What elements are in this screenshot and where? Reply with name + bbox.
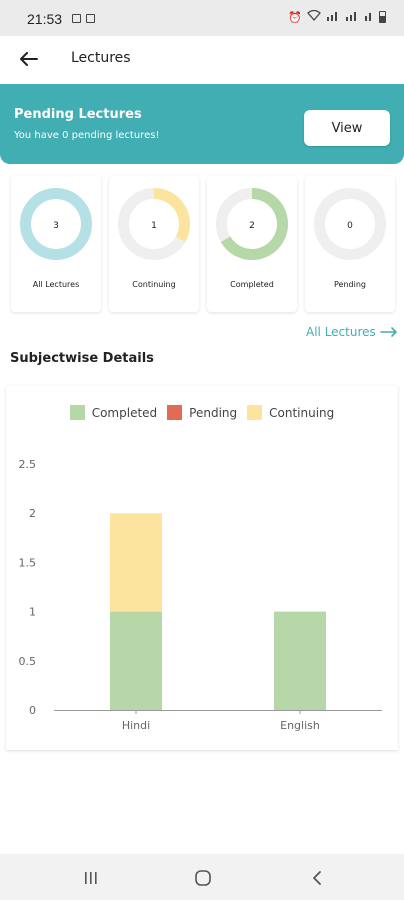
stat-value: 1: [151, 221, 157, 231]
y-tick-label: 0: [29, 704, 36, 717]
stat-card-pending[interactable]: 0 Pending: [305, 176, 395, 312]
section-title: Subjectwise Details: [10, 351, 154, 366]
signal-icon-1: [326, 10, 340, 24]
chart-legend: Completed Pending Continuing: [6, 405, 398, 420]
status-bar: 21:53 ⏰: [0, 0, 404, 36]
alarm-icon: ⏰: [288, 10, 302, 24]
signal-icon-2: [345, 10, 359, 24]
stat-label: Continuing: [132, 280, 176, 289]
arrow-right-icon: [379, 327, 397, 337]
chevron-left-icon: [313, 871, 321, 885]
subjectwise-bar-chart: 0 0.5 1 1.5 2 2.5 Hindi English: [19, 458, 382, 732]
donut-progress: [153, 188, 190, 242]
legend-swatch: [167, 405, 183, 420]
system-icons: ⏰: [288, 9, 386, 24]
bar-segment: [110, 611, 162, 710]
system-navigation-bar: [0, 854, 404, 900]
donut-progress: [220, 188, 288, 260]
recent-apps-button[interactable]: [71, 866, 111, 890]
donut-ring: [20, 188, 92, 260]
legend-item[interactable]: Continuing: [247, 405, 334, 420]
system-back-button[interactable]: [297, 866, 337, 890]
y-tick-label: 0.5: [19, 655, 37, 668]
back-arrow-icon: [20, 52, 38, 66]
x-tick-label: English: [280, 719, 320, 732]
app-bar: Lectures: [0, 36, 404, 82]
legend-label: Continuing: [269, 405, 335, 420]
recent-apps-icon: [85, 872, 97, 884]
stat-label: Completed: [230, 280, 274, 289]
pending-message: You have 0 pending lectures!: [14, 130, 160, 141]
app-notification-icon: [86, 14, 95, 23]
legend-item[interactable]: Pending: [167, 405, 237, 420]
donut-ring: [314, 188, 386, 260]
subjectwise-chart-card: Completed Pending Continuing 0 0.5 1 1.5 2 2.5 H…: [6, 386, 398, 750]
wifi-icon: [307, 9, 321, 24]
back-button[interactable]: [14, 44, 44, 74]
stat-label: All Lectures: [32, 280, 80, 289]
pending-lectures-card: Pending Lectures You have 0 pending lect…: [0, 84, 404, 164]
donut-track: [314, 188, 386, 260]
legend-item[interactable]: Completed: [69, 405, 158, 420]
bar-segment: [274, 611, 326, 710]
legend-label: Pending: [189, 405, 238, 420]
donut-progress: [20, 188, 92, 260]
y-tick-label: 2: [29, 507, 36, 520]
notification-icons: [72, 14, 95, 23]
legend-swatch: [69, 405, 85, 420]
legend-label: Completed: [91, 405, 158, 420]
battery-icon: [379, 11, 386, 23]
status-time: 21:53: [27, 11, 63, 27]
gallery-notification-icon: [72, 14, 81, 23]
y-tick-label: 1: [29, 606, 36, 619]
stat-card-all-lectures[interactable]: 3 All Lectures: [11, 176, 101, 312]
pending-title: Pending Lectures: [14, 107, 142, 122]
stat-card-completed[interactable]: 2 Completed: [207, 176, 297, 312]
legend-swatch: [247, 405, 263, 420]
page-title: Lectures: [71, 50, 131, 66]
stat-value: 3: [53, 221, 59, 231]
donut-ring: [118, 188, 190, 260]
stat-value: 2: [249, 221, 255, 231]
view-button[interactable]: View: [304, 110, 390, 146]
y-tick-label: 1.5: [19, 556, 37, 569]
stat-value: 0: [347, 221, 353, 231]
y-tick-label: 2.5: [19, 458, 37, 471]
all-lectures-link[interactable]: All Lectures: [306, 325, 398, 339]
home-button[interactable]: [183, 866, 223, 890]
x-tick-label: Hindi: [122, 719, 150, 732]
donut-ring: [216, 188, 288, 260]
all-lectures-link-label: All Lectures: [306, 325, 376, 339]
signal-icon-3: [364, 10, 374, 24]
bar-segment: [110, 513, 162, 612]
stat-card-continuing[interactable]: 1 Continuing: [109, 176, 199, 312]
stat-label: Pending: [334, 280, 366, 289]
home-icon: [195, 870, 211, 886]
